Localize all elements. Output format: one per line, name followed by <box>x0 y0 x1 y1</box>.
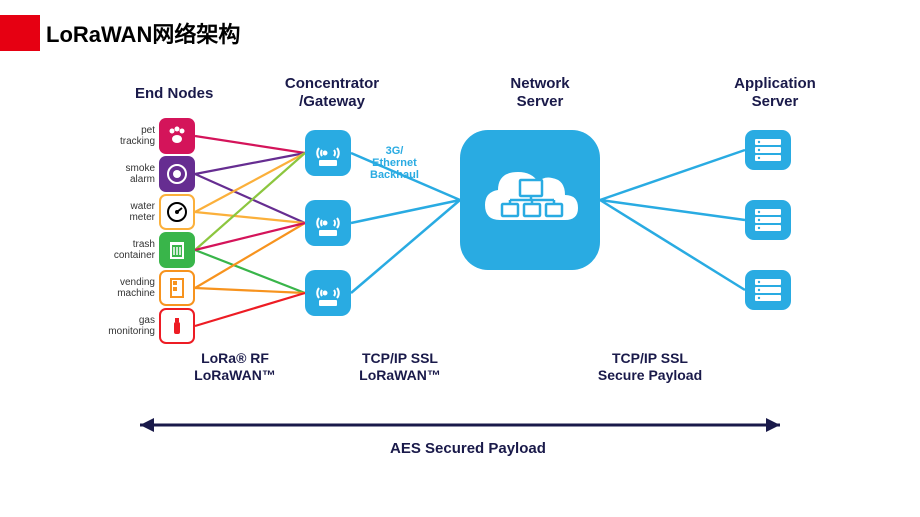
gateway-icon <box>311 276 345 310</box>
aes-label: AES Secured Payload <box>390 440 546 457</box>
layer-label-lora: LoRa® RF LoRaWAN™ <box>175 350 295 384</box>
title-accent-block <box>0 15 40 51</box>
endnode-vending: vendingmachine <box>100 270 195 306</box>
endnode-label: watermeter <box>100 201 155 223</box>
endnode-label: gasmonitoring <box>100 315 155 337</box>
cloud-icon <box>470 140 590 260</box>
gateway-node-2 <box>305 200 351 246</box>
endnode-meter: watermeter <box>100 194 195 230</box>
gateway-icon <box>311 136 345 170</box>
title-bar: LoRaWAN网络架构 <box>0 15 240 51</box>
endnode-alarm: smokealarm <box>100 156 195 192</box>
gateway-icon <box>311 206 345 240</box>
server-icon <box>753 137 783 163</box>
network-server-cloud <box>460 130 600 270</box>
col-header-appserver: Application Server <box>720 75 830 111</box>
app-server-3 <box>745 270 791 310</box>
col-header-netserver: Network Server <box>490 75 590 111</box>
vending-icon <box>159 270 195 306</box>
architecture-diagram: End Nodes Concentrator /Gateway Network … <box>40 70 880 500</box>
endnode-trash: trashcontainer <box>100 232 195 268</box>
gateway-node-3 <box>305 270 351 316</box>
layer-label-tcp1: TCP/IP SSL LoRaWAN™ <box>340 350 460 384</box>
col-header-gateway: Concentrator /Gateway <box>282 75 382 111</box>
gas-icon <box>159 308 195 344</box>
endnode-label: pettracking <box>100 125 155 147</box>
paw-icon <box>159 118 195 154</box>
server-icon <box>753 277 783 303</box>
meter-icon <box>159 194 195 230</box>
app-server-1 <box>745 130 791 170</box>
col-header-endnodes: End Nodes <box>135 85 213 103</box>
server-icon <box>753 207 783 233</box>
gateway-node-1 <box>305 130 351 176</box>
endnode-label: trashcontainer <box>100 239 155 261</box>
trash-icon <box>159 232 195 268</box>
alarm-icon <box>159 156 195 192</box>
layer-label-tcp2: TCP/IP SSL Secure Payload <box>580 350 720 384</box>
page-title: LoRaWAN网络架构 <box>46 17 240 49</box>
endnode-label: smokealarm <box>100 163 155 185</box>
backhaul-label: 3G/ Ethernet Backhaul <box>370 145 419 181</box>
endnode-paw: pettracking <box>100 118 195 154</box>
endnode-label: vendingmachine <box>100 277 155 299</box>
app-server-2 <box>745 200 791 240</box>
endnode-gas: gasmonitoring <box>100 308 195 344</box>
